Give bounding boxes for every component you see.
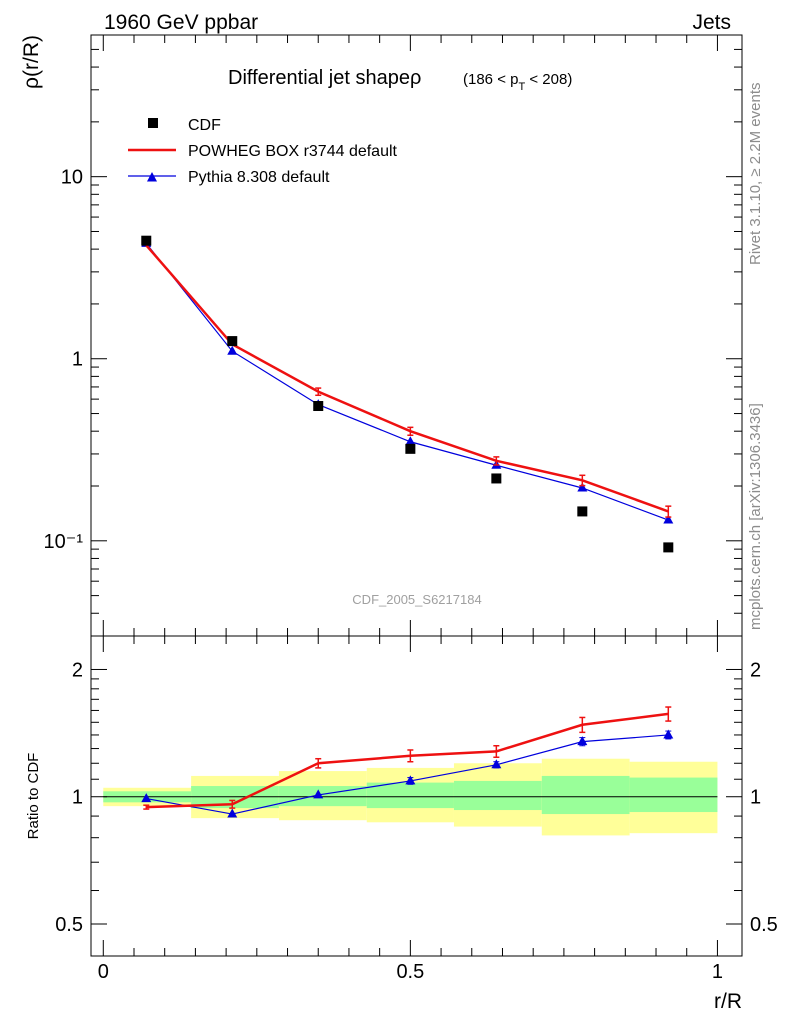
ratio-inner-band — [541, 775, 630, 815]
legend-cdf-label: CDF — [188, 117, 221, 134]
mcplots-side-label: mcplots.cern.ch [arXiv:1306.3436] — [747, 403, 764, 630]
main-y-tick-label: 10 — [61, 167, 83, 189]
ratio-inner-band — [453, 780, 542, 811]
pythia-point — [405, 436, 416, 446]
main-y-tick-labels: 10 1 10⁻¹ — [44, 167, 84, 553]
cdf-point — [491, 473, 502, 484]
ratio-pythia-point — [227, 808, 238, 818]
ratio-y-tick-labels: 2 2 1 1 0.5 0.5 — [55, 659, 778, 936]
legend-pythia-marker — [147, 172, 157, 182]
ratio-y-tick-label-right: 1 — [750, 787, 761, 809]
ratio-inner-band — [629, 777, 718, 813]
main-title-range-end: < 208) — [525, 71, 572, 88]
legend: CDF POWHEG BOX r3744 default Pythia 8.30… — [128, 117, 398, 186]
rivet-side-label: Rivet 3.1.10, ≥ 2.2M events — [747, 83, 764, 266]
ratio-pythia-point — [491, 759, 502, 769]
analysis-watermark: CDF_2005_S6217184 — [352, 592, 481, 607]
ratio-panel-frame — [90, 635, 743, 957]
pythia-point — [577, 482, 588, 492]
ratio-pythia-point — [577, 736, 588, 746]
x-tick-label: 0.5 — [396, 961, 424, 983]
ratio-y-axis-label: Ratio to CDF — [25, 753, 42, 840]
main-y-axis-label: ρ(r/R) — [20, 35, 43, 89]
cdf-point — [227, 336, 238, 347]
header-left-label: 1960 GeV ppbar — [104, 11, 258, 34]
ratio-pythia-point — [663, 729, 674, 739]
ratio-y-tick-label: 1 — [72, 787, 83, 809]
pythia-point — [227, 345, 238, 355]
legend-cdf-marker — [148, 118, 158, 128]
header-right-label: Jets — [692, 11, 731, 34]
main-y-tick-label: 1 — [72, 349, 83, 371]
legend-pythia-label: Pythia 8.308 default — [188, 169, 330, 186]
ratio-panel: Ratio to CDF r/R 2 21 10.5 0.5 0 0.5 1 — [25, 35, 778, 1013]
main-y-ticks — [91, 34, 742, 637]
ratio-pythia-point — [405, 775, 416, 785]
ratio-y-tick-label: 0.5 — [55, 914, 83, 936]
pythia-line — [145, 243, 669, 521]
main-series-layer — [141, 235, 674, 553]
cdf-point — [313, 401, 324, 412]
ratio-pythia-point — [313, 789, 324, 799]
main-title-range-start: (186 < p — [463, 71, 518, 88]
ratio-y-ticks — [91, 668, 742, 925]
ratio-inner-band — [366, 782, 454, 809]
main-title-range: (186 < pT < 208) — [463, 71, 572, 93]
x-axis-ticks: 0 0.5 1 — [98, 35, 723, 983]
cdf-point — [141, 235, 152, 246]
pythia-point — [663, 514, 674, 524]
cdf-point — [577, 506, 588, 517]
ratio-uncertainty-bands — [103, 758, 718, 836]
powheg-line — [145, 244, 669, 513]
x-axis-label: r/R — [714, 990, 742, 1013]
ratio-y-tick-label-right: 2 — [750, 659, 761, 681]
main-title: Differential jet shapeρ — [228, 67, 421, 89]
ratio-y-tick-label: 2 — [72, 659, 83, 681]
cdf-point — [405, 443, 416, 454]
x-tick-label: 1 — [712, 961, 723, 983]
main-panel: Differential jet shapeρ (186 < pT < 208)… — [20, 34, 743, 637]
ratio-y-tick-label-right: 0.5 — [750, 914, 778, 936]
cdf-point — [663, 542, 674, 553]
legend-powheg-label: POWHEG BOX r3744 default — [188, 143, 398, 160]
main-title-range-subscript: T — [518, 81, 525, 93]
x-tick-label: 0 — [98, 961, 109, 983]
ratio-series-layer — [141, 706, 674, 818]
main-y-tick-label: 10⁻¹ — [44, 531, 84, 553]
ratio-pythia-point — [141, 793, 152, 803]
